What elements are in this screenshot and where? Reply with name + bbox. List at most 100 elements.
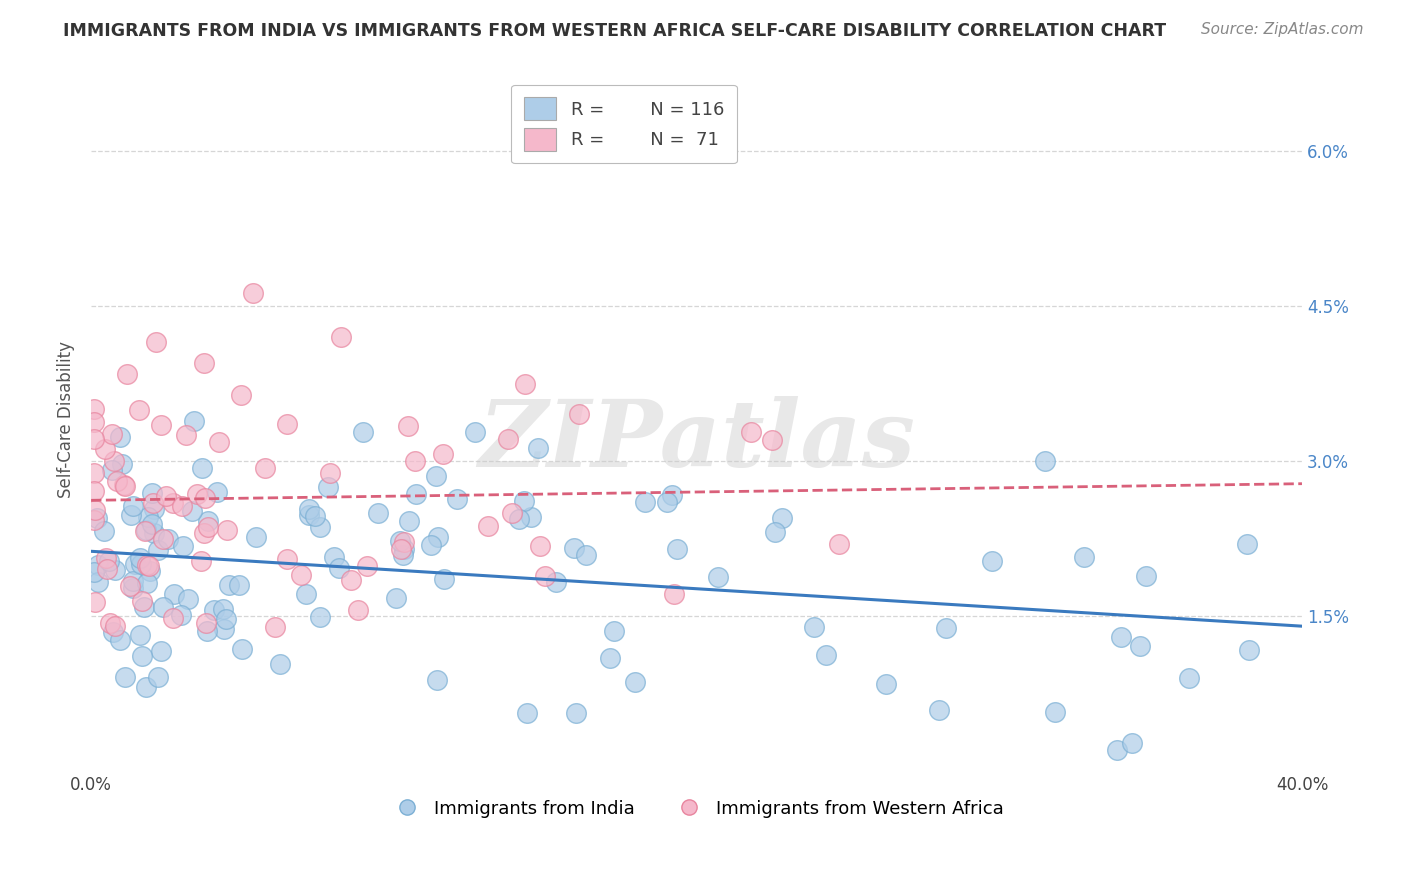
Point <box>599 651 621 665</box>
Point <box>205 484 228 499</box>
Point <box>218 578 240 592</box>
Point <box>309 610 332 624</box>
Legend: Immigrants from India, Immigrants from Western Africa: Immigrants from India, Immigrants from W… <box>382 792 1011 825</box>
Point <box>122 500 145 514</box>
Point <box>477 519 499 533</box>
Point <box>347 603 370 617</box>
Point <box>197 519 219 533</box>
Y-axis label: Self-Care Disability: Self-Care Disability <box>58 341 75 498</box>
Text: ZIPatlas: ZIPatlas <box>478 396 915 485</box>
Point <box>298 508 321 522</box>
Point <box>83 595 105 609</box>
Point <box>98 554 121 568</box>
Point <box>115 367 138 381</box>
Point <box>935 621 957 635</box>
Point <box>661 488 683 502</box>
Point <box>194 616 217 631</box>
Point <box>304 508 326 523</box>
Point <box>148 670 170 684</box>
Point <box>389 534 412 549</box>
Point <box>142 496 165 510</box>
Point <box>513 493 536 508</box>
Point <box>118 579 141 593</box>
Point <box>228 577 250 591</box>
Point <box>145 334 167 349</box>
Point <box>389 541 412 556</box>
Point <box>1236 537 1258 551</box>
Point <box>328 561 350 575</box>
Point <box>96 562 118 576</box>
Point <box>135 524 157 538</box>
Point <box>875 676 897 690</box>
Point <box>1033 453 1056 467</box>
Point <box>195 624 218 638</box>
Point <box>404 453 426 467</box>
Point <box>520 510 543 524</box>
Text: 0.139: 0.139 <box>593 126 657 144</box>
Point <box>568 407 591 421</box>
Point <box>761 433 783 447</box>
Point <box>111 458 134 472</box>
Point <box>136 576 159 591</box>
Point <box>124 558 146 572</box>
Point <box>662 586 685 600</box>
Point <box>86 511 108 525</box>
Point <box>202 602 225 616</box>
Point <box>391 548 413 562</box>
Point <box>212 622 235 636</box>
Point <box>112 478 135 492</box>
Point <box>276 552 298 566</box>
Point <box>152 600 174 615</box>
Point <box>215 612 238 626</box>
Point <box>197 514 219 528</box>
Point <box>264 620 287 634</box>
Point <box>129 557 152 571</box>
Point <box>193 356 215 370</box>
Point <box>114 479 136 493</box>
Point <box>141 516 163 531</box>
Point <box>666 542 689 557</box>
Point <box>139 564 162 578</box>
Point <box>101 426 124 441</box>
Point <box>498 432 520 446</box>
Point <box>128 628 150 642</box>
Point <box>83 432 105 446</box>
Point <box>191 461 214 475</box>
Point <box>135 681 157 695</box>
Point <box>163 587 186 601</box>
Point <box>356 558 378 573</box>
Point <box>138 510 160 524</box>
Point <box>1043 705 1066 719</box>
Point <box>193 526 215 541</box>
Point <box>290 567 312 582</box>
Point <box>564 706 586 720</box>
Point <box>194 491 217 505</box>
Point <box>208 435 231 450</box>
Point <box>84 503 107 517</box>
Point <box>575 548 598 562</box>
Point <box>128 550 150 565</box>
Point <box>740 425 762 439</box>
Point <box>103 454 125 468</box>
Point <box>149 417 172 432</box>
Point <box>212 602 235 616</box>
Point <box>1178 671 1201 685</box>
Text: IMMIGRANTS FROM INDIA VS IMMIGRANTS FROM WESTERN AFRICA SELF-CARE DISABILITY COR: IMMIGRANTS FROM INDIA VS IMMIGRANTS FROM… <box>63 22 1167 40</box>
Point <box>101 463 124 477</box>
Point <box>131 649 153 664</box>
Point <box>655 494 678 508</box>
Point <box>114 670 136 684</box>
Point <box>446 491 468 506</box>
Point <box>770 510 793 524</box>
Point <box>93 524 115 538</box>
Point <box>180 504 202 518</box>
Point <box>83 483 105 498</box>
Point <box>93 442 115 457</box>
Point <box>152 532 174 546</box>
Point <box>83 415 105 429</box>
Point <box>1109 630 1132 644</box>
Point <box>121 574 143 589</box>
Point <box>318 480 340 494</box>
Point <box>501 506 523 520</box>
Text: Source: ZipAtlas.com: Source: ZipAtlas.com <box>1201 22 1364 37</box>
